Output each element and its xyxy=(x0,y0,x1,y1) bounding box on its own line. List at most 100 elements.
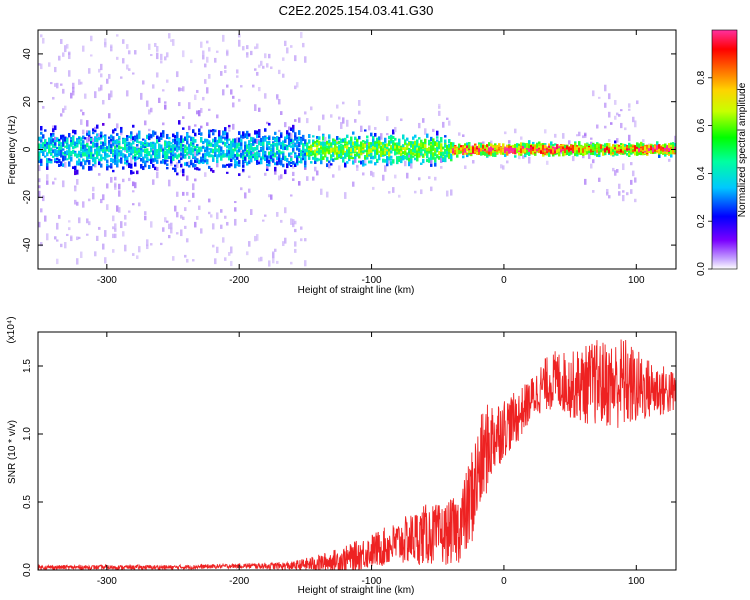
spectrogram-cell xyxy=(240,150,243,153)
spectrogram-cell xyxy=(74,165,77,171)
spectrogram-cell xyxy=(602,145,605,149)
spectrogram-cell xyxy=(588,148,591,154)
spectrogram-cell xyxy=(120,126,123,130)
spectrogram-cell xyxy=(350,155,353,160)
spectrogram-cell xyxy=(302,154,305,159)
spectrogram-cell xyxy=(228,163,231,168)
spectrogram-cell xyxy=(182,168,185,174)
spectrogram-cell xyxy=(354,154,357,159)
spectrogram-cell xyxy=(178,102,181,107)
spectrogram-cell xyxy=(110,44,113,51)
spectrogram-cell xyxy=(114,145,117,149)
spectrogram-cell xyxy=(278,175,281,181)
spectrogram-cell xyxy=(100,84,103,91)
spectrogram-cell xyxy=(124,143,127,149)
spectrogram-cell xyxy=(330,154,333,159)
spectrogram-cell xyxy=(336,157,339,160)
spectrogram-cell xyxy=(328,145,331,150)
spectrogram-cell xyxy=(138,141,141,144)
spectrogram-cell xyxy=(446,148,449,152)
spectrogram-cell xyxy=(324,136,327,143)
spectrogram-cell xyxy=(156,139,159,144)
spectrogram-cell xyxy=(162,148,165,152)
spectrogram-cell xyxy=(236,145,239,149)
spectrogram-cell xyxy=(180,229,183,237)
spectrogram-cell xyxy=(238,98,241,102)
spectrogram-cell xyxy=(616,138,619,143)
spectrogram-cell xyxy=(98,173,101,176)
spectrogram-cell xyxy=(514,155,517,158)
spectrogram-cell xyxy=(266,164,269,171)
spectrogram-cell xyxy=(216,50,219,53)
spectrogram-cell xyxy=(388,143,391,147)
spectrogram-cell xyxy=(282,57,285,61)
spectrogram-cell xyxy=(548,152,551,157)
spectrogram-cell xyxy=(260,159,263,165)
spectrogram-cell xyxy=(444,154,447,158)
spectrogram-cell xyxy=(440,153,443,156)
spectrogram-cell xyxy=(102,145,105,150)
spectrogram-cell xyxy=(182,50,185,58)
spectrogram-cell xyxy=(502,143,505,149)
spectrogram-cell xyxy=(206,145,209,151)
spectrogram-cell xyxy=(124,214,127,220)
spectrogram-cell xyxy=(120,152,123,157)
spectrogram-cell xyxy=(486,153,489,157)
spectrogram-cell xyxy=(302,137,305,142)
snr-y-ticks: 0.00.51.01.5 xyxy=(22,359,676,577)
spectrogram-cell xyxy=(620,145,623,150)
spectrogram-cell xyxy=(404,150,407,156)
spectrogram-cell xyxy=(44,215,47,222)
spectrogram-cell xyxy=(258,150,261,153)
spectrogram-cell xyxy=(336,104,339,109)
spectrogram-cell xyxy=(222,130,225,136)
spectrogram-cell xyxy=(238,33,241,38)
spectrogram-cell xyxy=(100,147,103,152)
spectrogram-cell xyxy=(38,152,41,157)
spectrogram-cell xyxy=(646,146,649,151)
spectrogram-cell xyxy=(472,146,475,152)
spectrogram-cell xyxy=(542,147,545,153)
spectrogram-cell xyxy=(350,154,353,157)
snr-x-tick-label: 100 xyxy=(628,576,645,587)
spectrogram-cell xyxy=(338,144,341,149)
spectrogram-cell xyxy=(338,141,341,144)
spectrogram-cell xyxy=(40,161,43,167)
spectrogram-cell xyxy=(592,146,595,151)
spectrogram-cell xyxy=(214,258,217,265)
spectrogram-cell xyxy=(76,160,79,166)
spectrogram-cell xyxy=(280,174,283,179)
spectrogram-cell xyxy=(164,101,167,104)
spectrogram-cell xyxy=(134,50,137,55)
spectrogram-cell xyxy=(168,156,171,160)
spectrogram-cell xyxy=(232,143,235,148)
spectrogram-cell xyxy=(92,156,95,161)
colorbar-tick-label: 0.8 xyxy=(696,70,707,84)
spectrogram-cell xyxy=(256,151,259,155)
spectrogram-cell xyxy=(424,149,427,154)
spectrogram-cell xyxy=(98,136,101,141)
spectrogram-cell xyxy=(552,148,555,153)
spectrogram-cell xyxy=(396,142,399,145)
spectrogram-cell xyxy=(96,235,99,241)
spectrogram-cell xyxy=(54,142,57,146)
spectrogram-cell xyxy=(284,237,287,244)
spectrogram-cell xyxy=(216,139,219,144)
spectrogram-cell xyxy=(454,149,457,154)
spectrogram-cell xyxy=(350,148,353,152)
spectrogram-cell xyxy=(620,109,623,112)
spectrogram-cell xyxy=(238,159,241,165)
spectrogram-cell xyxy=(300,157,303,162)
spectrogram-cell xyxy=(188,145,191,151)
spectrogram-cell xyxy=(346,141,349,146)
spectrogram-cell xyxy=(62,88,65,94)
spectrogram-cell xyxy=(170,148,173,151)
spectrogram-cell xyxy=(340,146,343,151)
spectrogram-cell xyxy=(202,161,205,164)
spectrogram-cell xyxy=(208,148,211,151)
spectrogram-cell xyxy=(298,144,301,148)
spectrogram-cell xyxy=(276,211,279,217)
spectrogram-cell xyxy=(182,138,185,143)
spectrogram-cell xyxy=(92,145,95,148)
spectrogram-cell xyxy=(206,151,209,155)
